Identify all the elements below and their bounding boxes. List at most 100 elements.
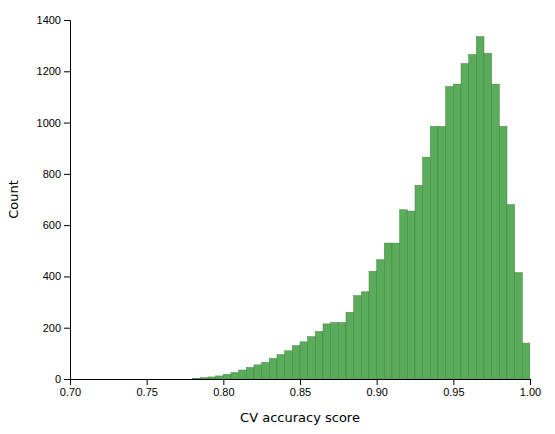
- x-tick: 1.00: [520, 379, 541, 398]
- y-tick: 400: [43, 270, 70, 282]
- bar: [154, 379, 162, 380]
- bars: [193, 37, 530, 379]
- y-tick-label: 600: [43, 219, 61, 231]
- chart: 0.70 0.75 0.80 0.85 0.90 0.95 1.00 0 200 400 600 80…: [0, 0, 555, 434]
- x-tick-label: 0.95: [443, 386, 464, 398]
- x-tick-mark: [223, 379, 224, 385]
- y-tick: 0: [55, 373, 70, 385]
- y-axis: 0 200 400 600 800 1000 1200 1400: [37, 14, 71, 385]
- x-tick: 0.95: [443, 379, 464, 398]
- bar: [185, 379, 193, 380]
- bar: [108, 379, 116, 380]
- bar: [177, 379, 185, 380]
- x-tick: 0.80: [213, 379, 234, 398]
- y-tick: 1200: [37, 65, 70, 77]
- x-tick-label: 0.80: [213, 386, 234, 398]
- x-tick: 0.85: [290, 379, 311, 398]
- x-tick: 0.75: [136, 379, 157, 398]
- bar: [254, 365, 262, 379]
- bar: [522, 343, 530, 379]
- y-tick-mark: [64, 328, 70, 329]
- y-tick-mark: [64, 174, 70, 175]
- bar: [415, 185, 423, 379]
- bar: [101, 379, 109, 380]
- bar: [331, 323, 339, 379]
- bar: [223, 374, 231, 379]
- y-tick: 1400: [37, 14, 70, 26]
- bar: [246, 367, 254, 379]
- y-tick: 1000: [37, 117, 70, 129]
- bar: [170, 379, 178, 380]
- bar: [300, 342, 308, 379]
- bar: [231, 373, 239, 379]
- bar: [131, 379, 139, 380]
- x-tick: 0.70: [60, 379, 81, 398]
- bar: [369, 271, 377, 379]
- bar: [453, 84, 461, 379]
- bar: [70, 379, 78, 380]
- x-tick: 0.90: [366, 379, 387, 398]
- y-tick-mark: [64, 379, 70, 380]
- bar: [461, 64, 469, 379]
- bar: [515, 273, 523, 379]
- y-tick-mark: [64, 123, 70, 124]
- x-tick-label: 0.75: [136, 386, 157, 398]
- bar: [208, 377, 216, 379]
- bar: [162, 379, 170, 380]
- y-tick-mark: [64, 225, 70, 226]
- x-tick-mark: [377, 379, 378, 385]
- y-tick-label: 1000: [37, 117, 61, 129]
- y-tick-label: 800: [43, 168, 61, 180]
- bar: [124, 379, 132, 380]
- x-axis: 0.70 0.75 0.80 0.85 0.90 0.95 1.00: [60, 379, 541, 398]
- y-tick-mark: [64, 71, 70, 72]
- bar: [338, 323, 346, 379]
- bar: [476, 37, 484, 379]
- bar: [262, 362, 270, 379]
- y-tick-mark: [64, 276, 70, 277]
- bar: [446, 87, 454, 379]
- x-tick-mark: [300, 379, 301, 385]
- y-tick-label: 200: [43, 322, 61, 334]
- x-tick-label: 0.85: [290, 386, 311, 398]
- bar: [200, 378, 208, 379]
- x-tick-label: 1.00: [520, 386, 541, 398]
- bar: [193, 378, 201, 379]
- bar: [438, 126, 446, 379]
- bar: [269, 358, 277, 379]
- y-tick-label: 1200: [37, 65, 61, 77]
- bar: [93, 379, 101, 380]
- y-tick: 800: [43, 168, 70, 180]
- bar: [315, 332, 323, 379]
- bar: [499, 126, 507, 379]
- bar: [400, 210, 408, 379]
- bar: [323, 324, 331, 379]
- x-tick-mark: [147, 379, 148, 385]
- bar: [116, 379, 124, 380]
- bar: [423, 157, 431, 379]
- bar: [216, 376, 224, 379]
- x-tick-mark: [453, 379, 454, 385]
- x-axis-line: [71, 380, 531, 386]
- bar: [377, 260, 385, 379]
- x-tick-label: 0.70: [60, 386, 81, 398]
- bar: [85, 379, 93, 380]
- y-tick-label: 0: [55, 373, 61, 385]
- x-tick-label: 0.90: [366, 386, 387, 398]
- y-tick-label: 400: [43, 270, 61, 282]
- bar: [361, 292, 369, 379]
- x-tick-mark: [530, 379, 531, 385]
- bar: [469, 55, 477, 379]
- bar: [507, 205, 515, 379]
- bar: [392, 243, 400, 379]
- bar: [292, 346, 300, 379]
- bar: [139, 379, 147, 380]
- x-axis-title: CV accuracy score: [240, 410, 360, 425]
- bar: [354, 296, 362, 379]
- bar: [308, 337, 316, 379]
- y-tick: 200: [43, 322, 70, 334]
- bar: [277, 355, 285, 379]
- bar: [147, 379, 155, 380]
- bar: [239, 370, 247, 379]
- plot: 0.70 0.75 0.80 0.85 0.90 0.95 1.00 0 200 400 600 80…: [37, 14, 542, 398]
